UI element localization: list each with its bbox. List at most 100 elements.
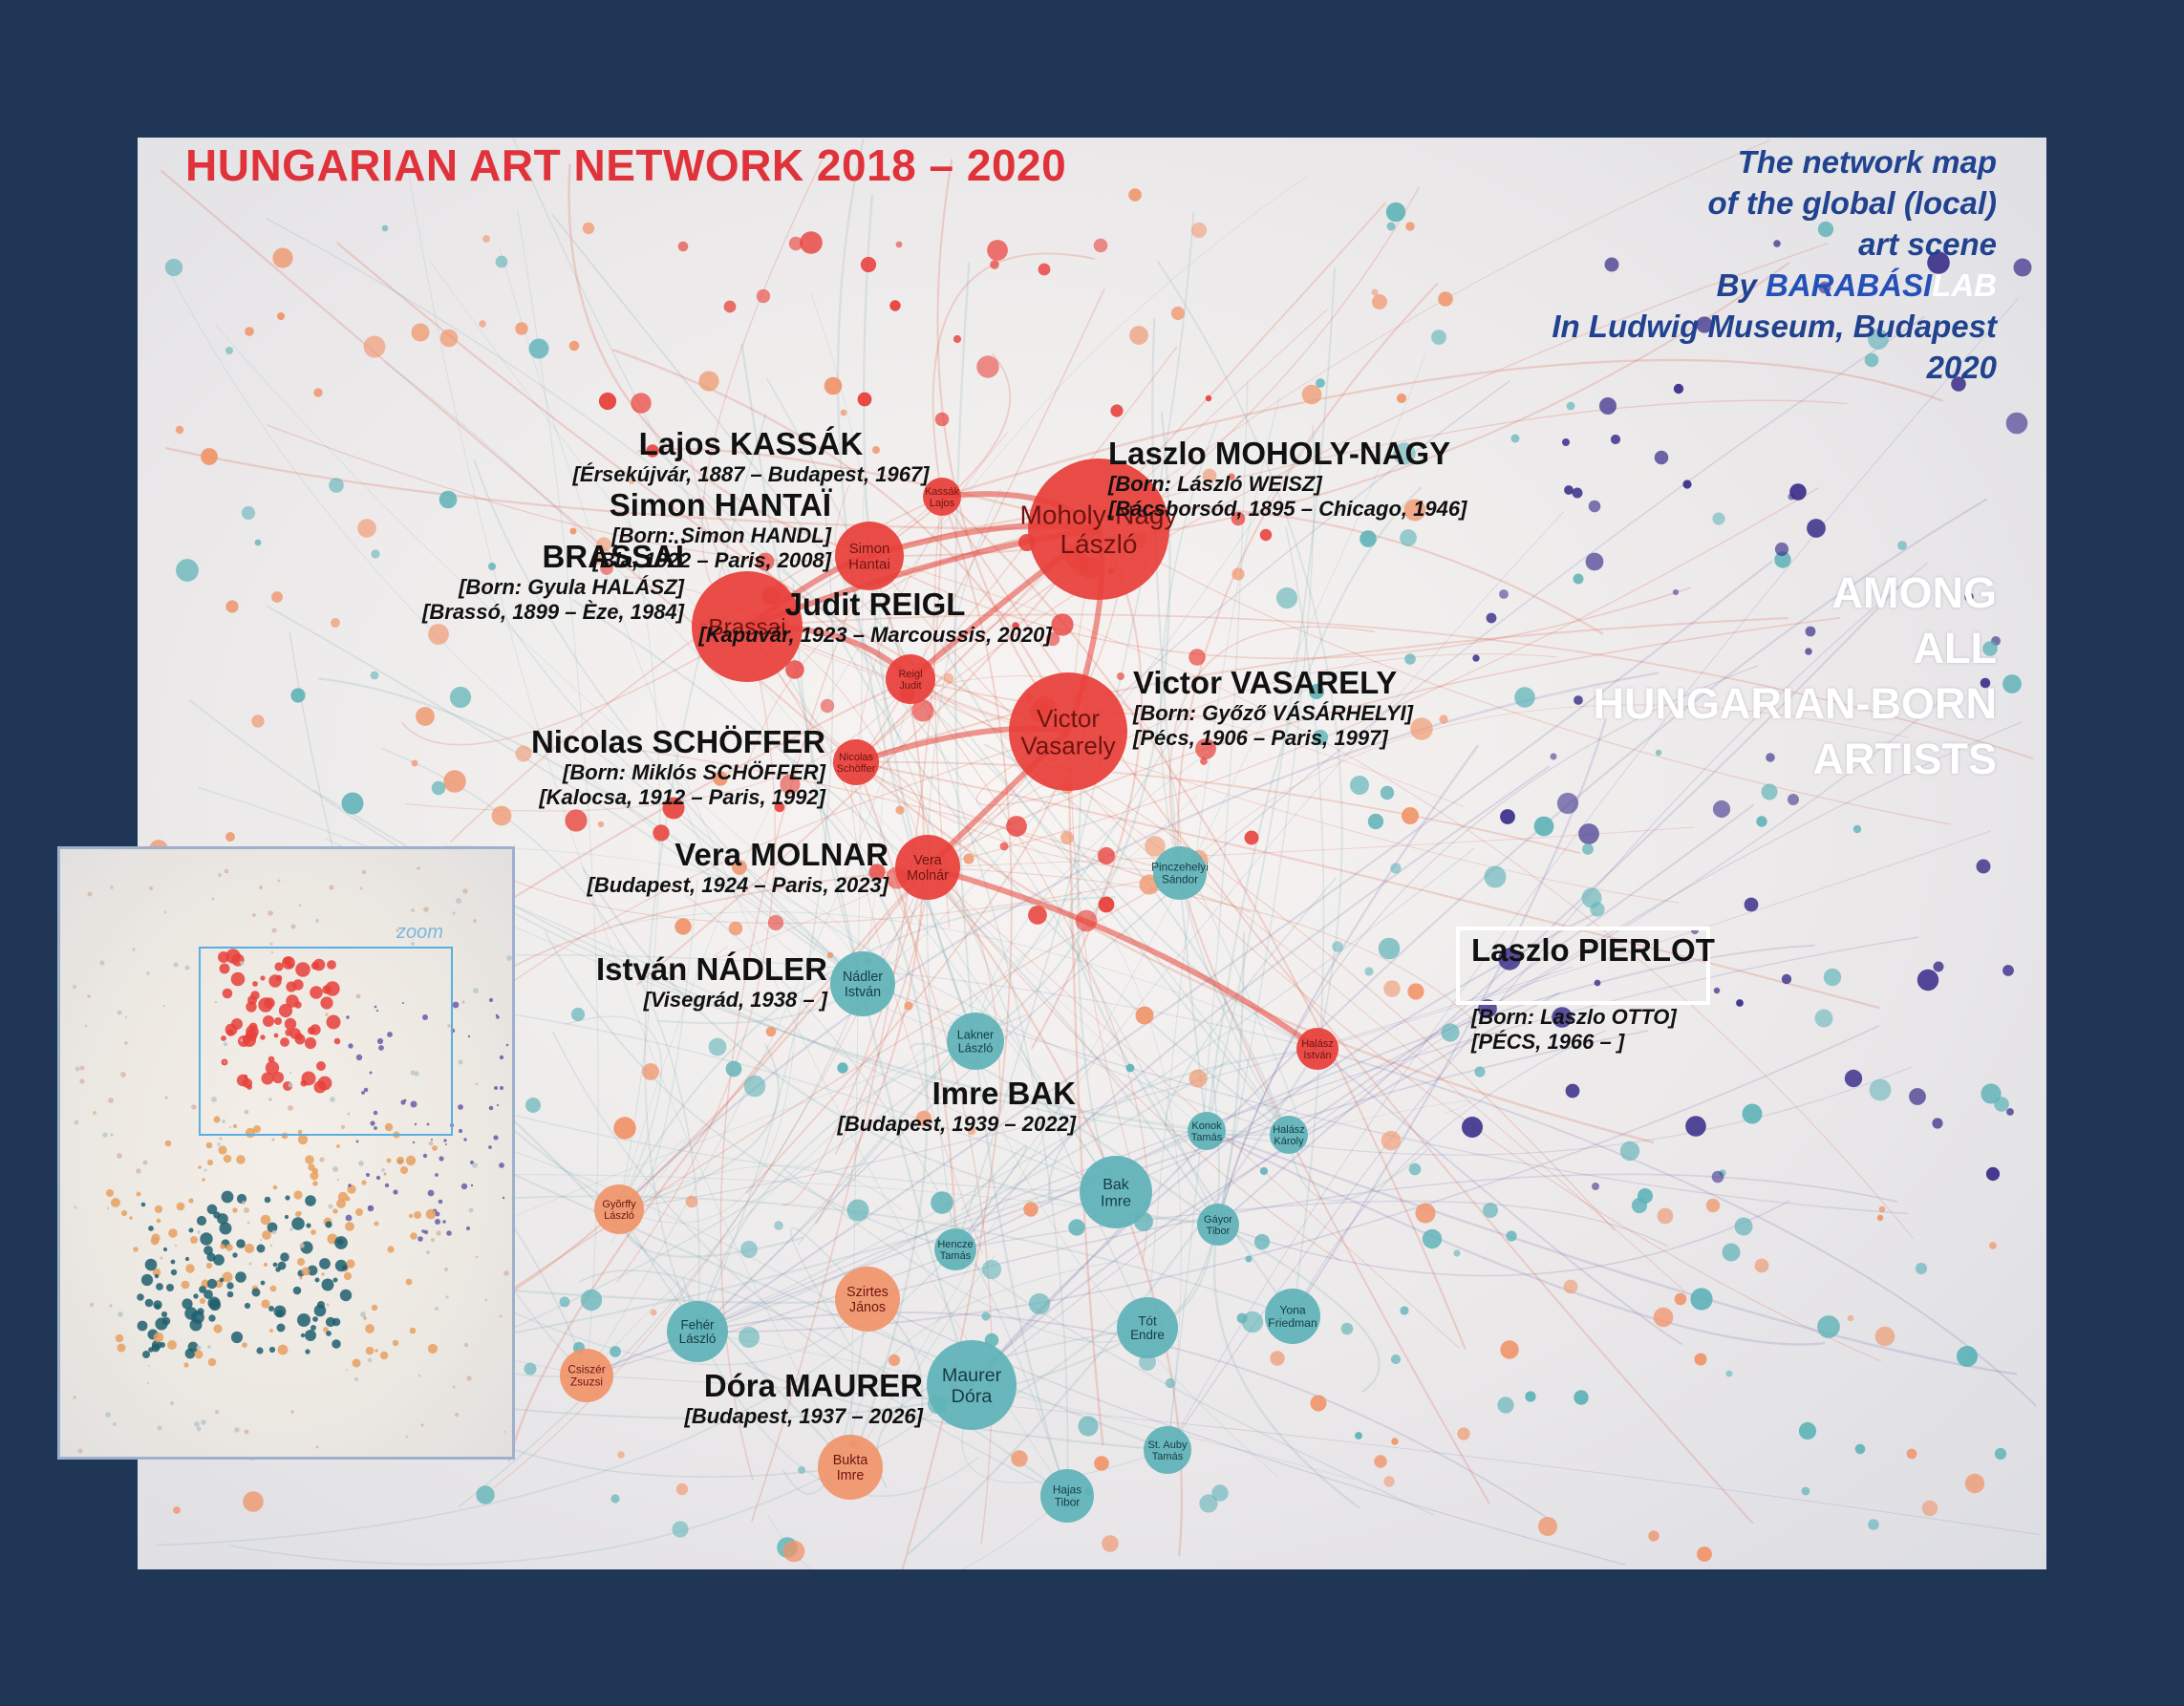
overview-node: [271, 1071, 285, 1084]
network-edge: [1048, 1047, 1318, 1202]
network-hub-node: [1117, 1297, 1178, 1358]
network-edge: [855, 431, 1009, 763]
network-edge-strong: [927, 864, 1319, 1052]
network-node: [1231, 511, 1246, 526]
pierlot-highlight-box: [1456, 927, 1710, 1005]
network-node-label: Victor Vasarely: [1020, 704, 1115, 760]
network-node: [1927, 251, 1950, 274]
overview-node: [452, 1385, 456, 1389]
overview-node: [248, 1262, 252, 1266]
overview-node: [73, 1396, 76, 1399]
artist-bio: [PÉCS, 1966 – ]: [1471, 1030, 1625, 1054]
network-edge: [266, 605, 864, 985]
network-node: [439, 329, 459, 348]
network-node: [164, 258, 183, 277]
overview-node: [124, 1041, 128, 1045]
overview-node: [312, 1316, 318, 1322]
network-edge: [862, 983, 1909, 1215]
overview-node: [284, 1017, 297, 1031]
overview-node: [288, 1082, 293, 1088]
network-node: [1876, 1214, 1884, 1222]
network-edge: [953, 262, 1069, 1497]
network-node: [598, 392, 617, 411]
overview-node: [223, 1041, 228, 1047]
overview-node: [252, 981, 258, 987]
overview-node: [461, 1000, 465, 1004]
artist-bio: [Born: László WEISZ]: [1108, 472, 1322, 496]
overview-node: [137, 1320, 148, 1332]
overview-node: [232, 1123, 238, 1129]
overview-node: [151, 1343, 161, 1353]
overview-node: [311, 1167, 319, 1175]
network-node: [868, 864, 886, 881]
network-hub-node: [818, 1435, 883, 1500]
network-node: [1915, 1262, 1928, 1275]
overview-node: [232, 1207, 238, 1213]
network-edge: [696, 936, 1919, 1333]
overview-node: [403, 1098, 407, 1102]
overview-node: [405, 1278, 413, 1286]
network-hub-node: [830, 951, 895, 1016]
network-node: [1774, 542, 1789, 557]
network-node: [739, 1327, 760, 1348]
network-edge: [974, 657, 1361, 1042]
network-node: [1798, 1421, 1817, 1440]
network-node: [1245, 1255, 1253, 1263]
overview-node: [304, 1036, 317, 1050]
network-node: [1405, 222, 1415, 231]
network-node: [1957, 1346, 1978, 1367]
overview-node: [206, 1252, 216, 1262]
overview-node: [445, 1295, 449, 1299]
overview-node: [230, 1331, 244, 1344]
network-node: [254, 539, 262, 546]
overview-node: [280, 1037, 289, 1047]
network-node: [1045, 631, 1060, 647]
overview-node: [289, 1071, 292, 1075]
network-node-label: Nicolas Schöffer: [837, 752, 876, 775]
overview-node: [496, 1015, 500, 1019]
info-line-3: art scene: [1858, 226, 1997, 262]
network-node: [1403, 499, 1426, 522]
network-node: [1585, 552, 1604, 571]
network-node: [915, 1110, 932, 1127]
network-edge: [1146, 395, 1281, 1329]
network-node: [1781, 973, 1792, 985]
overview-node: [236, 1155, 246, 1164]
network-node-label: Kassák Lajos: [925, 486, 960, 509]
network-edge: [618, 966, 1574, 1210]
overview-node: [152, 1227, 156, 1231]
overview-node: [211, 897, 215, 901]
network-node: [740, 1241, 758, 1258]
overview-node: [278, 1003, 293, 1018]
overview-node: [164, 1140, 172, 1147]
network-node: [1989, 1242, 1997, 1249]
network-node: [785, 660, 804, 679]
overview-node: [414, 1122, 418, 1126]
overview-node: [190, 1236, 198, 1244]
overview-node: [361, 1091, 365, 1095]
overview-node: [410, 1232, 418, 1240]
artist-callout: Nicolas SCHÖFFER [Born: Miklós SCHÖFFER][…: [531, 724, 825, 810]
network-edge: [746, 613, 2034, 759]
network-node: [1874, 1326, 1895, 1347]
network-edge: [336, 242, 1069, 734]
overview-node: [443, 1139, 447, 1142]
network-node: [895, 805, 905, 815]
network-node: [931, 1191, 953, 1214]
overview-node: [274, 1017, 282, 1025]
overview-node: [499, 1314, 503, 1318]
overview-node: [332, 1166, 338, 1172]
network-node: [610, 1494, 620, 1503]
overview-node: [325, 1221, 332, 1228]
network-node: [1994, 1447, 2007, 1461]
overview-node: [268, 1056, 275, 1063]
network-edge: [458, 983, 864, 1508]
network-edge: [862, 429, 1316, 985]
overview-node: [343, 1271, 353, 1281]
network-graph: Moholy-Nagy László Victor Vasarely Brassai Si…: [149, 138, 2041, 1569]
overview-node: [499, 1085, 504, 1091]
network-edge: [566, 1015, 662, 1210]
network-edge: [868, 352, 1012, 557]
overview-node: [89, 1302, 95, 1308]
network-node: [2002, 965, 2014, 976]
